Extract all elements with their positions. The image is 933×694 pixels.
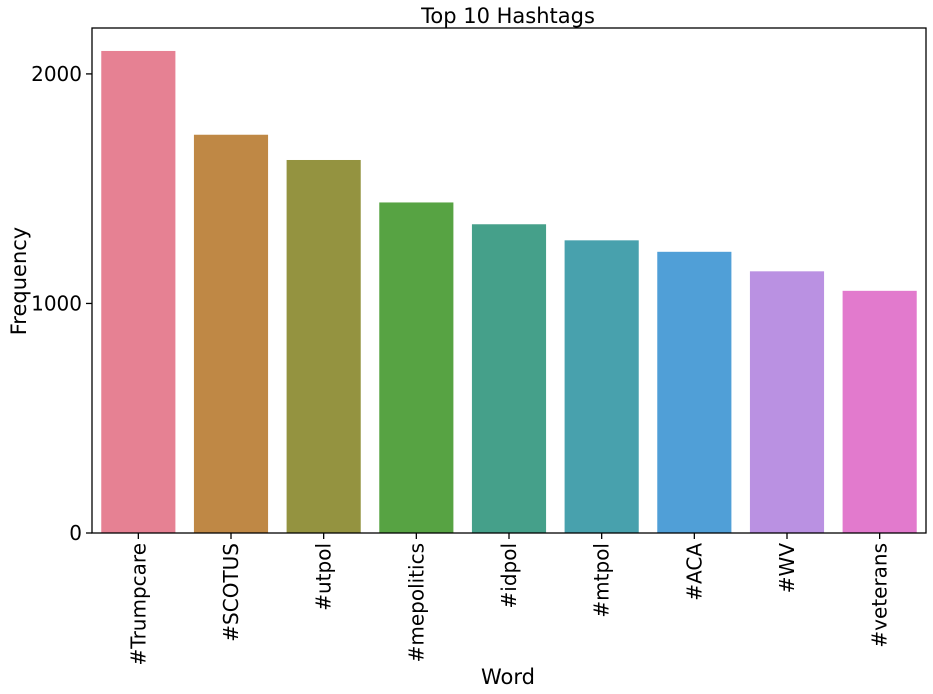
bar-3: [379, 202, 454, 534]
bar-8: [842, 290, 917, 533]
y-axis-ticks: 0 1000 2000: [31, 62, 92, 545]
y-tick-label: 1000: [31, 291, 82, 315]
y-tick-label: 2000: [31, 62, 82, 86]
bar-1: [193, 134, 269, 533]
x-tick-label: #idpol: [497, 543, 521, 609]
x-tick-label: #ACA: [682, 543, 706, 601]
x-tick-label: #utpol: [312, 543, 336, 611]
x-tick-label: #Trumpcare: [126, 543, 150, 665]
y-axis-label: Frequency: [7, 227, 31, 336]
bars-group: [101, 50, 917, 534]
bar-7: [749, 271, 825, 533]
x-axis-ticks: #Trumpcare #SCOTUS #utpol #mepolitics #idpol…: [126, 533, 892, 665]
bar-5: [564, 240, 639, 534]
bar-2: [286, 159, 361, 533]
x-axis-label: Word: [481, 665, 535, 689]
y-tick-label: 0: [69, 521, 82, 545]
x-tick-label: #veterans: [868, 543, 892, 648]
x-tick-label: #SCOTUS: [219, 543, 243, 642]
x-tick-label: #mtpol: [590, 543, 614, 618]
x-tick-label: #mepolitics: [404, 543, 428, 662]
bar-6: [657, 251, 732, 533]
bar-0: [101, 50, 176, 534]
x-tick-label: #WV: [775, 543, 799, 594]
chart-title: Top 10 Hashtags: [420, 4, 595, 28]
bar-4: [471, 224, 547, 534]
